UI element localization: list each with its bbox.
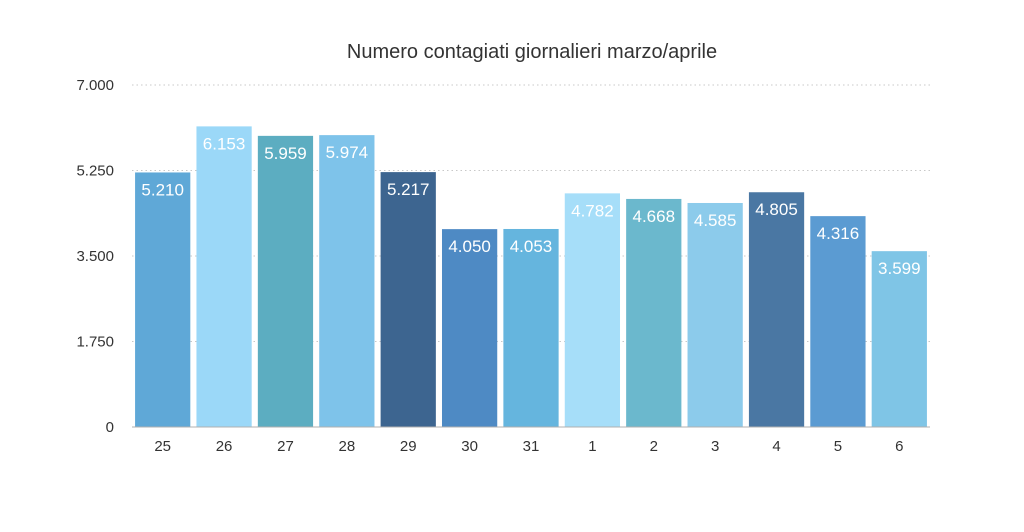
bar-6 [871,251,927,427]
data-label: 4.585 [694,211,737,230]
x-tick-label: 31 [523,438,540,455]
bar-2 [626,198,682,427]
x-tick-label: 30 [461,438,478,455]
data-label: 4.782 [571,201,614,220]
x-tick-label: 27 [277,438,294,455]
x-tick-label: 25 [154,438,171,455]
y-axis-ticks: 0 1.750 3.500 5.250 7.000 [76,77,114,436]
data-label: 5.217 [387,180,430,199]
y-tick-label: 1.750 [76,334,114,351]
x-tick-label: 6 [895,438,903,455]
bar-25 [135,172,191,427]
data-label: 4.668 [632,207,675,226]
bar-4 [748,192,805,427]
y-tick-label: 7.000 [76,77,114,94]
x-tick-label: 4 [772,438,780,455]
bar-28 [319,135,375,427]
data-label: 6.153 [203,134,246,153]
data-label: 4.805 [755,200,798,219]
y-tick-label: 3.500 [76,248,114,265]
bar-5 [810,216,866,427]
data-label: 3.599 [878,259,921,278]
x-axis-ticks: 25 26 27 28 29 30 31 1 2 3 4 5 6 [154,438,903,455]
x-tick-label: 1 [588,438,596,455]
y-tick-label: 5.250 [76,163,114,180]
data-labels: 5.210 6.153 5.959 5.974 5.217 4.050 4.053 4.782… [141,134,920,278]
data-label: 4.050 [448,237,491,256]
bar-26 [196,126,252,427]
bars [135,126,927,427]
data-label: 4.316 [817,224,860,243]
data-label: 4.053 [510,237,553,256]
data-label: 5.959 [264,144,307,163]
x-tick-label: 28 [339,438,356,455]
x-tick-label: 26 [216,438,233,455]
data-label: 5.974 [326,143,369,162]
bar-31 [503,228,559,427]
x-tick-label: 5 [834,438,842,455]
bar-29 [380,172,436,427]
bar-3 [687,202,743,427]
bar-27 [257,135,314,427]
chart-title: Numero contagiati giornalieri marzo/apri… [347,41,717,63]
x-tick-label: 29 [400,438,417,455]
data-label: 5.210 [141,180,184,199]
y-tick-label: 0 [106,419,114,436]
x-tick-label: 2 [650,438,658,455]
x-tick-label: 3 [711,438,719,455]
bar-1 [564,193,621,427]
bar-30 [441,229,498,427]
